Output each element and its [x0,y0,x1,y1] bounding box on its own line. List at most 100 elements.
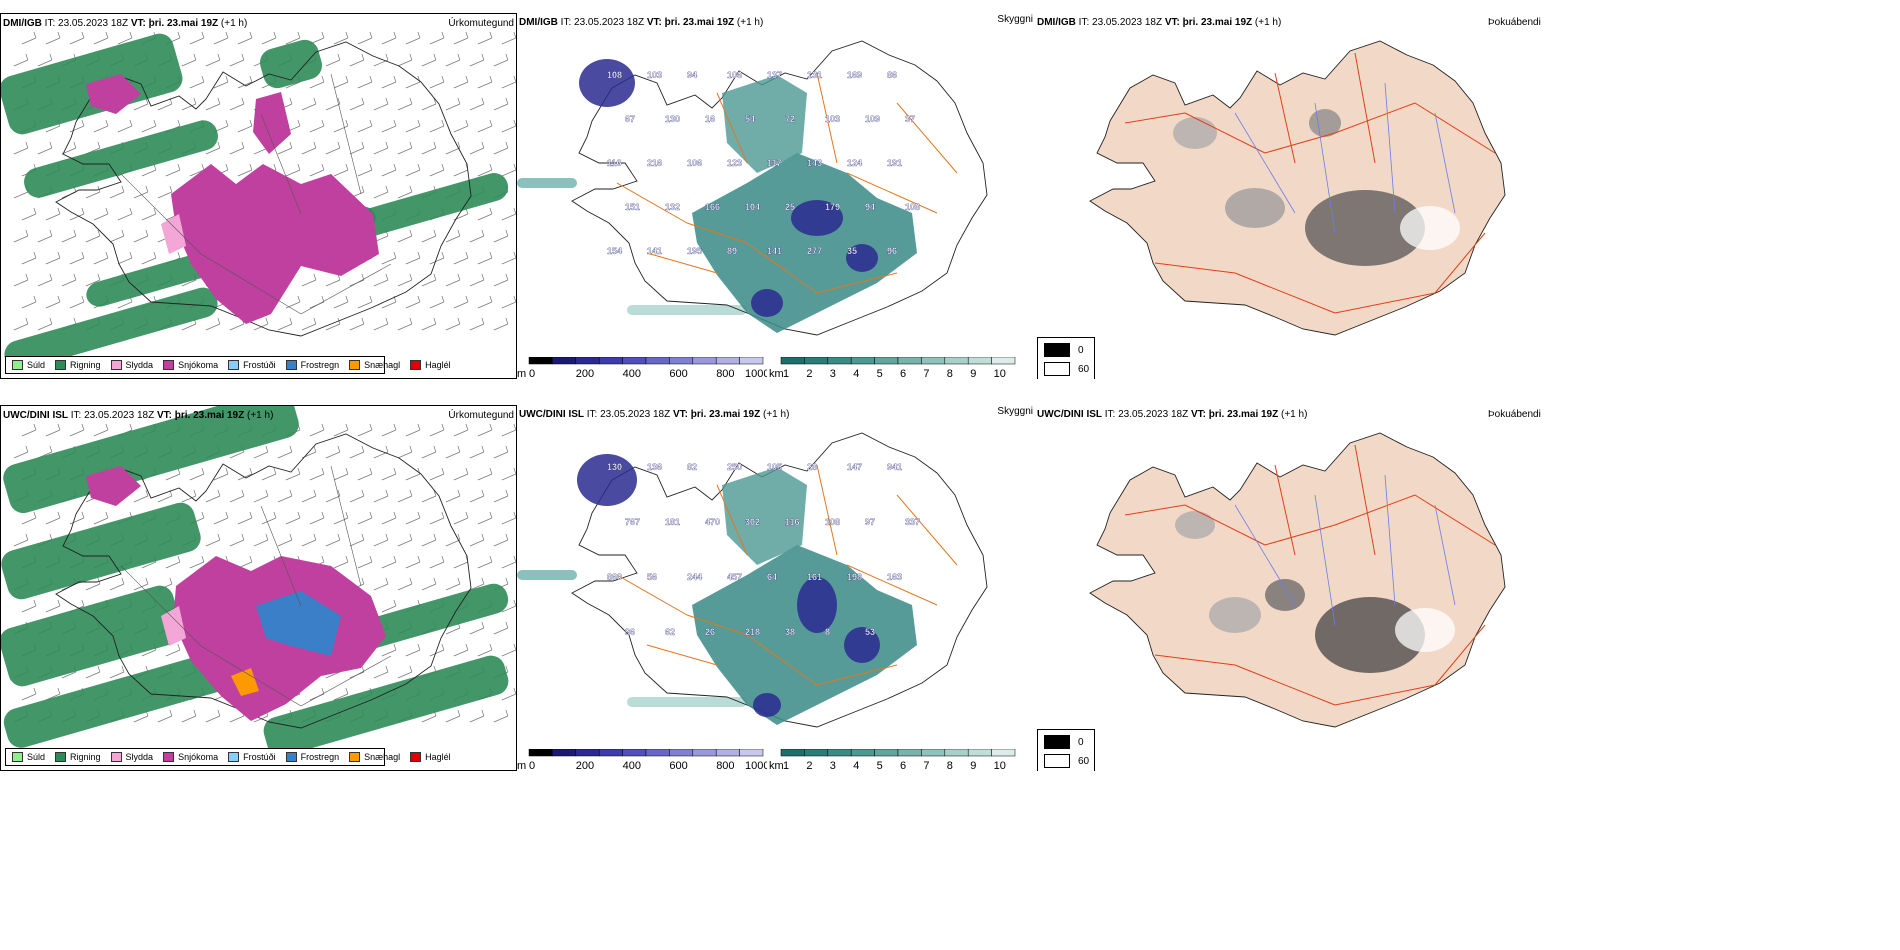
legend-swatch [12,752,23,762]
rain-area [4,287,218,371]
visibility-map-row2: 130 136 82 250 105 28 147 941 767 181 470 302 116 108… [517,432,988,728]
roads [1124,52,1496,314]
fog-index-area [1265,579,1305,611]
colorbar-cell [692,357,717,365]
colorbar-tick: 8 [947,760,953,771]
colorbar-tick: 800 [716,368,734,379]
panel-title: Þokuábendi [1488,17,1541,28]
rain-area [1,502,201,600]
visibility-area [722,467,807,565]
legend-label: Snæhagl [364,752,401,762]
ceiling-label: 62 [665,627,675,637]
legend-swatch [55,752,67,762]
legend-item: Snjókoma [163,752,218,762]
snow-area [171,164,379,324]
colorbar-cell [622,749,647,757]
precip-legend: Súld Rigning Slydda Snjókoma Frostúði Frostre… [5,356,451,374]
fog-key-label: 0 [1078,344,1084,356]
ceiling-label: 103 [825,114,840,124]
colorbar-cell [669,749,694,757]
panel-header: UWC/DINI ISL IT: 23.05.2023 18Z VT: þri.… [1037,409,1308,420]
colorbar-cell [552,749,577,757]
colorbar-cell [552,357,577,365]
colorbar-cell [850,749,875,757]
ceiling-label: 108 [607,70,622,80]
legend-item: Rigning [55,360,101,370]
ceiling-label: 67 [625,114,635,124]
colorbar-cell [967,357,992,365]
legend-label: Snæhagl [364,360,401,370]
colorbar-tick: 1 [783,760,789,771]
precip-map-row2 [1,406,516,757]
low-ceiling-area [844,627,880,663]
ceiling-label: 105 [767,462,782,472]
rain-area [24,120,218,198]
panel-title: Úrkomutegund [448,410,514,421]
legend-swatch [285,360,297,370]
visibility-area [722,75,807,173]
colorbar-tick: 200 [576,760,594,771]
panel-title: Skyggni [997,14,1033,25]
rain-area [3,406,299,514]
colorbar-tick: 1000 [745,368,767,379]
colorbar-cell [874,357,899,365]
ceiling-label: 97 [865,517,875,527]
ceiling-label: 147 [847,462,862,472]
rivers [1234,82,1456,234]
roads [616,72,958,294]
colorbar-cell [921,749,946,757]
colorbar-tick: 2 [806,760,812,771]
ceiling-label: 132 [665,202,680,212]
legend-swatch [410,360,422,370]
colorbar-unit: km [769,760,784,771]
legend-swatch [163,752,175,762]
roads [1124,444,1496,706]
legend-label: Snjókoma [178,360,219,370]
rivers [1234,474,1456,626]
legend-item: Frostregn [285,360,339,370]
colorbar-cell [715,749,740,757]
fog-key: 0 60 [1037,337,1095,379]
ceiling-label: 218 [745,627,760,637]
legend-item: Haglél [410,360,451,370]
fog-key-label: 0 [1078,736,1084,748]
ceiling-label: 767 [625,517,640,527]
panel-header: DMI/IGB IT: 23.05.2023 18Z VT: þri. 23.m… [3,18,248,29]
legend-swatch [228,752,240,762]
iceland-outline [1089,40,1506,336]
rain-area [1,585,183,687]
colorbar-svg: km 1 2 3 4 5 6 7 8 9 10 [769,749,1016,771]
colorbar-svg: km 1 2 3 4 5 6 7 8 9 10 [769,357,1016,379]
ceiling-label: 131 [807,70,822,80]
ceiling-label: 53 [865,627,875,637]
ceiling-label: 123 [727,158,742,168]
legend-item: Frostregn [285,752,339,762]
fog-map-row2 [1089,432,1506,728]
legend-swatch [285,752,297,762]
ceiling-label: 457 [727,572,742,582]
ceiling-label: 130 [607,462,622,472]
ceiling-label: 96 [625,627,635,637]
colorbar-cell [944,749,969,757]
ceiling-label: 179 [825,202,840,212]
ceiling-label: 941 [887,462,902,472]
legend-item: Súld [12,752,45,762]
colorbar-tick: 0 [529,760,535,771]
ceiling-label: 82 [687,462,697,472]
ceiling-label: 216 [647,158,662,168]
legend-item: Frostúði [228,752,276,762]
ceiling-label: 191 [887,158,902,168]
ceiling-label: 137 [767,70,782,80]
ceiling-label: 109 [865,114,880,124]
ceiling-label: 72 [785,114,795,124]
colorbar-cell [575,357,600,365]
ceiling-label: 64 [767,572,777,582]
ceiling-label: 124 [847,158,862,168]
ceiling-label: 8 [825,627,830,637]
roads [120,465,392,707]
visibility-panel-row1: 108 103 94 106 137 131 169 86 67 130 16 54 72 103 109 3… [517,13,1035,379]
ceiling-label: 94 [687,70,697,80]
colorbar-tick: 5 [877,760,883,771]
ceiling-labels: 130 136 82 250 105 28 147 941 767 181 470 302 116 108… [607,462,920,637]
colorbar-cell [850,357,875,365]
